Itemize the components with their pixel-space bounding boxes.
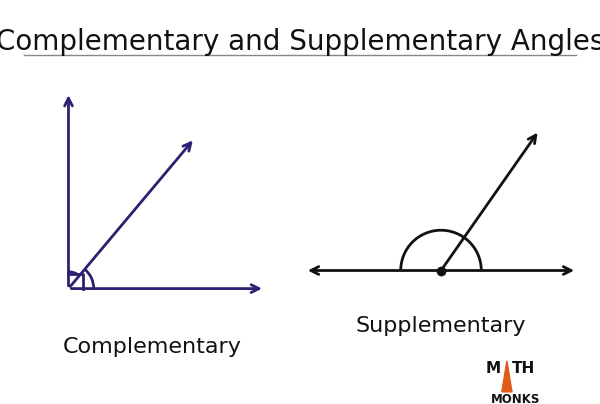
- Text: Supplementary: Supplementary: [356, 316, 526, 336]
- Text: TH: TH: [512, 361, 535, 376]
- Polygon shape: [502, 361, 512, 392]
- Text: Complementary and Supplementary Angles: Complementary and Supplementary Angles: [0, 28, 600, 56]
- Text: Complementary: Complementary: [63, 337, 242, 357]
- Text: MONKS: MONKS: [491, 393, 541, 404]
- Text: M: M: [486, 361, 501, 376]
